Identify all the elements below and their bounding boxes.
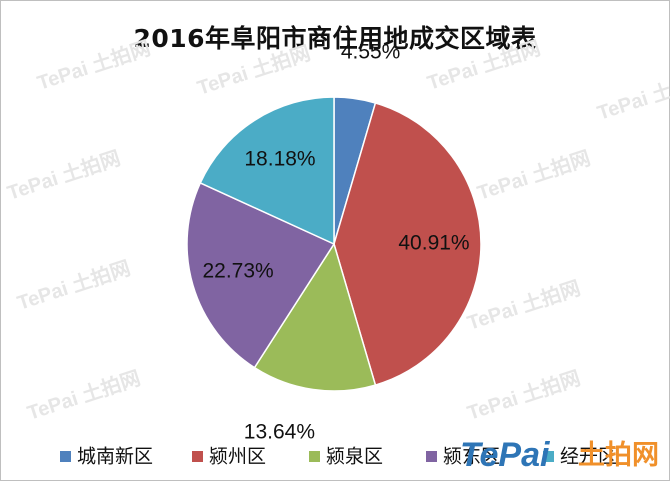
watermark-stamp: TePai 土拍网 bbox=[594, 66, 670, 125]
watermark-stamp: TePai 土拍网 bbox=[474, 146, 593, 205]
legend-label: 颍东区 bbox=[443, 446, 500, 468]
logo-brand: TePai bbox=[460, 436, 551, 474]
logo-cn: 土拍网 bbox=[578, 440, 659, 471]
legend-swatch bbox=[543, 451, 554, 462]
pie-slices bbox=[186, 96, 482, 392]
legend-swatch bbox=[309, 451, 320, 462]
tepai-logo: TePai 土拍网 bbox=[460, 436, 659, 474]
legend-label: 经开区 bbox=[560, 446, 617, 468]
watermark-stamp: TePai 土拍网 bbox=[14, 256, 133, 315]
data-label: 40.91% bbox=[398, 232, 469, 255]
legend: 城南新区 颍州区 颍泉区 颍东区 经开区 bbox=[60, 446, 617, 468]
data-label: 4.55% bbox=[341, 40, 401, 63]
watermark-stamp: TePai 土拍网 bbox=[4, 146, 123, 205]
legend-label: 城南新区 bbox=[77, 446, 153, 468]
watermark-stamp: TePai 土拍网 bbox=[194, 41, 313, 100]
pie-slice bbox=[333, 102, 482, 386]
chart-title: 2016年阜阳市商住用地成交区域表 bbox=[133, 24, 537, 53]
data-labels: 4.55% 40.91% 13.64% 22.73% 18.18% bbox=[202, 40, 469, 443]
watermark-stamp: TePai 土拍网 bbox=[464, 276, 583, 335]
legend-swatch bbox=[192, 451, 203, 462]
watermark-stamp: TePai 土拍网 bbox=[464, 366, 583, 425]
watermark-stamp: TePai 土拍网 bbox=[424, 36, 543, 95]
pie-slice bbox=[186, 181, 336, 369]
data-label: 18.18% bbox=[244, 147, 315, 170]
data-label: 13.64% bbox=[244, 421, 315, 444]
pie-slice bbox=[199, 96, 335, 246]
watermark-stamp: TePai 土拍网 bbox=[34, 36, 153, 95]
legend-label: 颍泉区 bbox=[326, 446, 383, 468]
data-label: 22.73% bbox=[202, 260, 273, 283]
legend-label: 颍州区 bbox=[209, 446, 266, 468]
pie-slice bbox=[253, 242, 377, 392]
legend-swatch bbox=[426, 451, 437, 462]
legend-swatch bbox=[60, 451, 71, 462]
watermark-stamp: TePai 土拍网 bbox=[24, 366, 143, 425]
